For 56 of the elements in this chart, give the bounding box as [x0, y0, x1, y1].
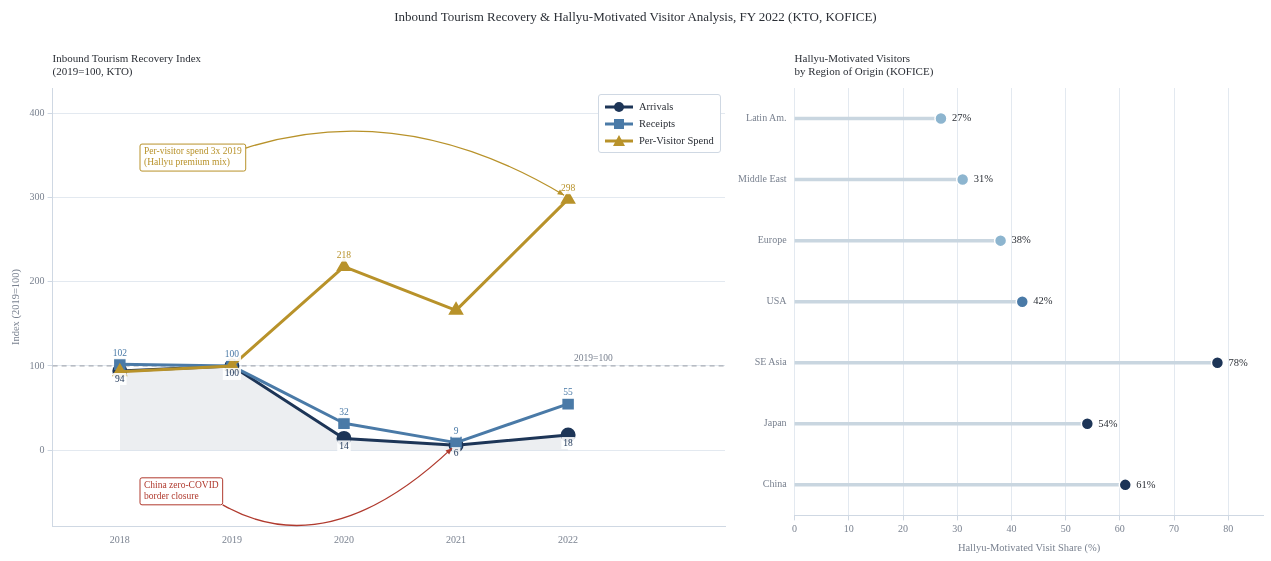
data-label: 102: [112, 347, 128, 358]
chart-title: Hallyu-Motivated Visitors by Region of Origin (KOFICE): [794, 52, 934, 79]
data-label: 61%: [1136, 478, 1156, 490]
data-label: 9: [453, 426, 459, 437]
data-label: 100: [224, 368, 240, 379]
x-tick-label: 50: [1060, 523, 1071, 535]
annotation: Per-visitor spend 3x 2019 (Hallyu premium mix): [144, 146, 242, 169]
x-tick-label: 2021: [446, 533, 467, 545]
y-tick-label: 0: [39, 443, 45, 455]
x-tick-label: 2019: [221, 533, 242, 545]
x-tick-label: 80: [1223, 523, 1234, 535]
y-tick-label: Latin Am.: [746, 112, 787, 124]
legend-label: Receipts: [639, 118, 676, 129]
data-label: 38%: [1011, 234, 1032, 246]
x-tick-label: 70: [1169, 523, 1180, 535]
y-tick-label: 400: [29, 106, 45, 118]
annotation: China zero-COVID border closure: [144, 480, 219, 502]
data-label: 218: [336, 250, 352, 261]
legend-label: Arrivals: [639, 101, 674, 112]
y-tick-label: SE Asia: [754, 356, 788, 368]
data-label: 18: [563, 437, 574, 448]
y-tick-label: Japan: [763, 417, 787, 429]
x-tick-label: 60: [1114, 523, 1125, 535]
data-label: 94: [115, 373, 125, 384]
x-tick-label: 20: [898, 523, 909, 535]
y-tick-label: 300: [29, 191, 45, 203]
y-axis-title: Index (2019=100): [10, 268, 23, 346]
data-label: 55: [563, 387, 574, 398]
data-label: 14: [339, 440, 349, 451]
data-label: 54%: [1098, 417, 1118, 429]
x-tick-label: 10: [843, 523, 854, 535]
x-tick-label: 2020: [333, 533, 354, 545]
data-label: 32: [339, 406, 349, 417]
x-tick-label: 40: [1006, 523, 1017, 535]
y-tick-label: Middle East: [737, 173, 787, 185]
x-tick-label: 30: [952, 523, 963, 535]
data-label: 42%: [1033, 295, 1053, 307]
y-tick-label: 200: [29, 275, 45, 287]
data-label: 100: [224, 349, 240, 360]
x-tick-label: 2022: [558, 533, 579, 545]
y-tick-label: USA: [766, 295, 788, 307]
data-label: 78%: [1228, 356, 1248, 368]
y-tick-label: 100: [29, 359, 45, 371]
x-tick-label: 2018: [109, 533, 130, 545]
ref-line-label: 2019=100: [574, 352, 613, 363]
legend-label: Per-Visitor Spend: [639, 135, 714, 146]
data-label: 6: [453, 447, 459, 458]
x-axis-title: Hallyu-Motivated Visit Share (%): [957, 542, 1101, 555]
chart-title: Inbound Tourism Recovery & Hallyu-Motivated Visitor Analysis, FY 2022 (KTO, KOFICE): [393, 9, 878, 25]
y-tick-label: China: [762, 478, 788, 490]
chart-subtitle: Inbound Tourism Recovery Index (2019=100, KTO): [52, 52, 202, 79]
data-label: 298: [560, 182, 576, 193]
y-tick-label: Europe: [757, 234, 788, 246]
data-label: 31%: [973, 173, 994, 185]
data-label: 27%: [951, 112, 972, 124]
x-tick-label: 0: [792, 523, 798, 535]
